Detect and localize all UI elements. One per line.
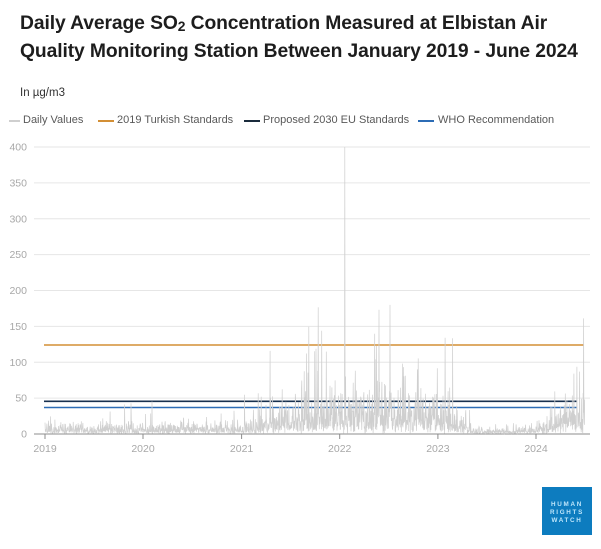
svg-text:100: 100 [9,357,27,369]
svg-text:50: 50 [15,393,27,405]
svg-text:2020: 2020 [131,443,155,455]
svg-text:0: 0 [21,429,27,441]
svg-text:300: 300 [9,213,27,225]
svg-text:400: 400 [9,142,27,154]
svg-text:250: 250 [9,249,27,261]
svg-text:2024: 2024 [524,443,548,455]
svg-text:2022: 2022 [328,443,352,455]
svg-text:2019: 2019 [33,443,57,455]
svg-text:150: 150 [9,321,27,333]
svg-text:2023: 2023 [426,443,450,455]
svg-text:350: 350 [9,177,27,189]
svg-text:200: 200 [9,285,27,297]
svg-text:2021: 2021 [230,443,254,455]
